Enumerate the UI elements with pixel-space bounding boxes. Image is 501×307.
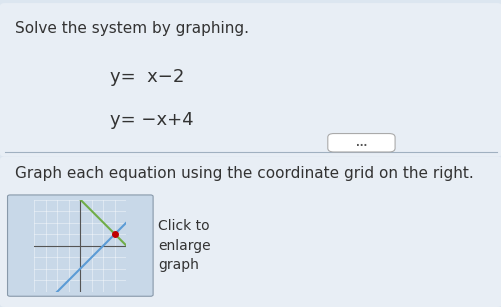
FancyBboxPatch shape	[327, 134, 394, 152]
Text: Solve the system by graphing.: Solve the system by graphing.	[15, 21, 248, 37]
FancyBboxPatch shape	[8, 195, 153, 296]
Text: Graph each equation using the coordinate grid on the right.: Graph each equation using the coordinate…	[15, 166, 473, 181]
Text: Click to
enlarge
graph: Click to enlarge graph	[158, 219, 210, 272]
Text: ...: ...	[355, 138, 366, 148]
Text: y=  x−2: y= x−2	[110, 68, 184, 86]
FancyBboxPatch shape	[0, 3, 501, 157]
FancyBboxPatch shape	[0, 157, 501, 307]
Text: y= −x+4: y= −x+4	[110, 111, 194, 129]
